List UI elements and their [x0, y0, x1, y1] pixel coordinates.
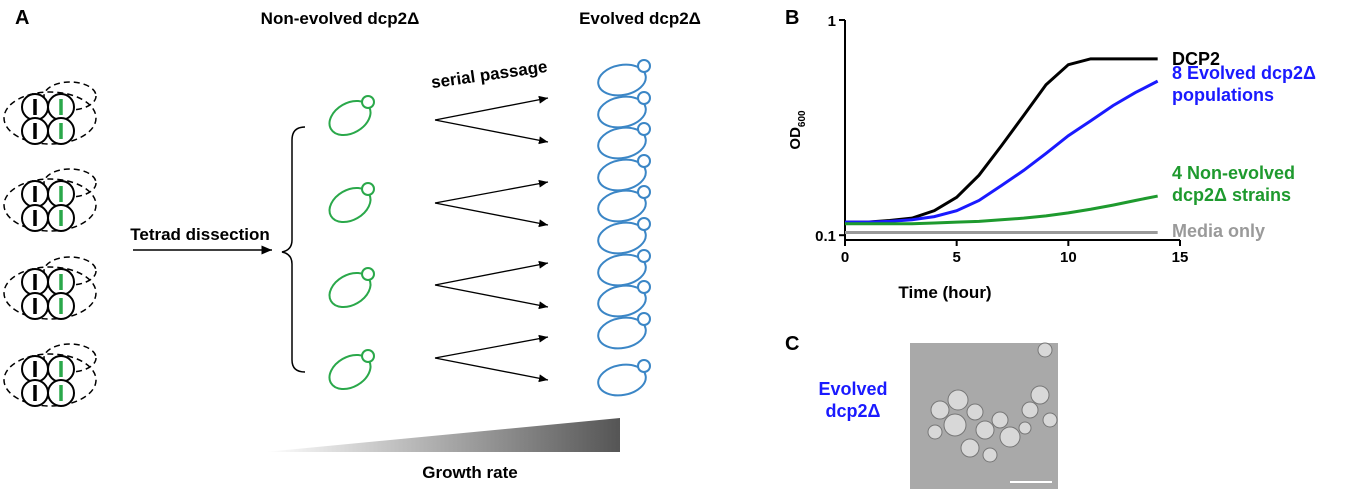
y-tick-label: 1 [828, 13, 836, 30]
panel-label: A [15, 7, 29, 29]
series-label: 4 Non-evolved dcp2Δ strains [1172, 163, 1296, 205]
tetrads [2, 80, 98, 408]
x-tick-label: 10 [1060, 249, 1077, 266]
x-tick-label: 15 [1172, 249, 1189, 266]
y-axis-title: OD600 [787, 110, 808, 150]
left-title: Non-evolved dcp2Δ [261, 9, 420, 28]
series-label: 8 Evolved dcp2Δ populations [1172, 63, 1316, 105]
passage-arrows [434, 95, 549, 383]
y-tick-label: 0.1 [815, 228, 836, 245]
micrograph [910, 342, 1058, 489]
dissection-label: Tetrad dissection [130, 225, 270, 244]
x-axis-title: Time (hour) [898, 283, 991, 302]
y-axis-title-sub: 600 [797, 110, 808, 127]
growth-gradient [265, 418, 620, 452]
series-label: DCP2 [1172, 49, 1221, 69]
bracket [281, 126, 306, 373]
blue-cells [594, 59, 651, 400]
series-label: Media only [1172, 221, 1266, 241]
x-tick-label: 5 [952, 249, 960, 266]
panel-label: C [785, 333, 799, 355]
plot: 0.110 5 10 15 [815, 13, 1188, 266]
y-axis-title-main: OD [787, 127, 804, 150]
green-cells [322, 93, 378, 397]
series-line [845, 194, 1158, 226]
series-line [845, 79, 1159, 224]
gradient-label: Growth rate [422, 463, 517, 482]
panel-label: B [785, 7, 799, 29]
panel-c-caption: Evolved dcp2Δ [818, 379, 888, 421]
arrow-label: serial passage [430, 57, 549, 92]
x-tick-label: 0 [841, 249, 849, 266]
right-title: Evolved dcp2Δ [579, 9, 701, 28]
series-line [845, 57, 1158, 224]
